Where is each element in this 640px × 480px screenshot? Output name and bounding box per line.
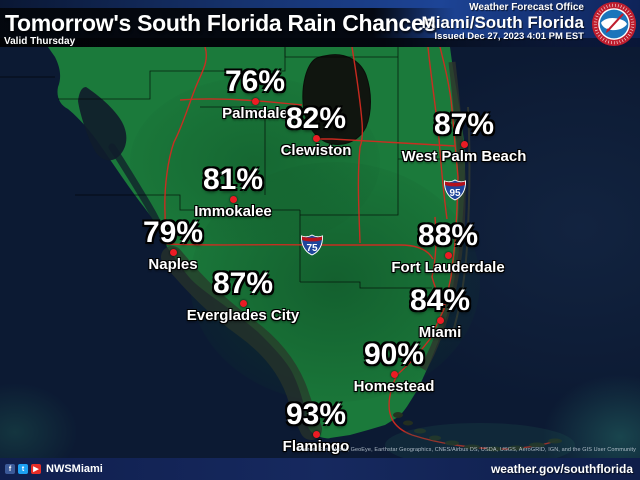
interstate-shield-icon: 75	[301, 234, 323, 256]
valid-label: Valid Thursday	[4, 36, 76, 47]
twitter-icon[interactable]: t	[18, 464, 28, 474]
rain-chance-value: 82%	[285, 102, 347, 135]
city-dot-icon	[239, 299, 247, 307]
city-name: Fort Lauderdale	[391, 259, 505, 276]
title-box: Tomorrow's South Florida Rain Chances	[0, 8, 455, 38]
footer-bar: f t ▶ NWSMiami weather.gov/southflorida	[0, 458, 640, 480]
website-url[interactable]: weather.gov/southflorida	[490, 462, 633, 476]
county-borders	[0, 47, 466, 289]
city-dot-icon	[251, 97, 259, 105]
city-dot-icon	[312, 134, 320, 142]
rain-chance-value: 81%	[202, 163, 264, 196]
social-icons: f t ▶	[5, 464, 41, 474]
map-attribution: Source: Esri, Maxar, GeoEye, Earthstar G…	[297, 447, 636, 453]
city-name: Flamingo	[282, 438, 350, 455]
rain-chance-value: 93%	[285, 398, 347, 431]
lake-okeechobee	[302, 54, 371, 145]
city-name: Clewiston	[280, 142, 352, 159]
rain-chance-value: 87%	[212, 267, 274, 300]
city-dot-icon	[460, 140, 468, 148]
office-name: Weather Forecast Office	[469, 2, 584, 13]
office-region: Miami/South Florida	[421, 13, 584, 33]
rain-chance-value: 76%	[224, 65, 286, 98]
city-name: Palmdale	[222, 105, 288, 122]
facebook-icon[interactable]: f	[5, 464, 15, 474]
city-name: Immokalee	[194, 203, 272, 220]
rain-chance-value: 88%	[417, 219, 479, 252]
social-handle: NWSMiami	[46, 463, 103, 475]
header-bar: Tomorrow's South Florida Rain Chances Va…	[0, 0, 640, 47]
youtube-icon[interactable]: ▶	[31, 464, 41, 474]
map-base-art	[0, 47, 575, 458]
city-dot-icon	[436, 316, 444, 324]
valid-strip: Valid Thursday	[0, 36, 640, 47]
interstate-shield-icon: 95	[444, 179, 466, 201]
city-dot-icon	[312, 430, 320, 438]
rain-chance-value: 84%	[409, 284, 471, 317]
office-block: Weather Forecast Office Miami/South Flor…	[422, 2, 584, 43]
forecast-map: 76% Palmdale 82% Clewiston 87% West Palm…	[0, 47, 640, 458]
city-name: Naples	[148, 256, 198, 273]
city-dot-icon	[169, 248, 177, 256]
issued-timestamp: Issued Dec 27, 2023 4:01 PM EST	[434, 31, 584, 43]
nws-logo-icon	[591, 1, 637, 47]
city-dot-icon	[390, 370, 398, 378]
city-name: Miami	[418, 324, 462, 341]
charlotte-harbor	[78, 87, 127, 161]
florida-keys	[393, 412, 562, 452]
svg-text:95: 95	[449, 188, 461, 199]
rain-chance-value: 90%	[363, 338, 425, 371]
city-name: Homestead	[353, 378, 435, 395]
city-name: Everglades City	[186, 307, 300, 324]
city-name: West Palm Beach	[401, 148, 527, 165]
city-dot-icon	[229, 195, 237, 203]
rain-chance-value: 87%	[433, 108, 495, 141]
svg-text:75: 75	[306, 243, 318, 254]
city-dot-icon	[444, 251, 452, 259]
page-title: Tomorrow's South Florida Rain Chances	[5, 9, 436, 36]
rain-chance-value: 79%	[142, 216, 204, 249]
highways	[164, 47, 559, 450]
